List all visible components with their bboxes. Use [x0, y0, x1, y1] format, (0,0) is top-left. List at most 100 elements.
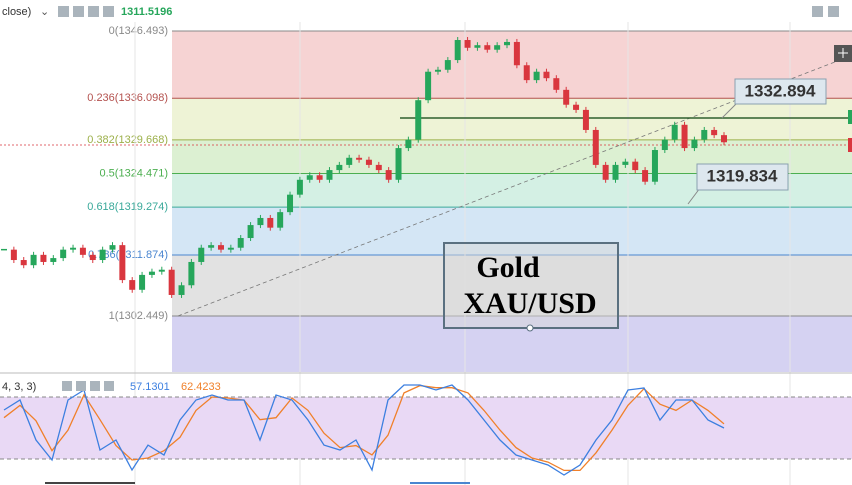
candle — [474, 45, 481, 48]
icon-close[interactable] — [104, 381, 114, 391]
callout-box — [734, 78, 827, 105]
icon-close[interactable] — [103, 6, 114, 17]
candle — [50, 258, 57, 262]
candle — [661, 139, 668, 151]
icon-add[interactable] — [88, 6, 99, 17]
candle — [543, 71, 550, 79]
candle — [464, 40, 471, 48]
icon-settings[interactable] — [76, 381, 86, 391]
candle — [651, 150, 658, 182]
candle — [346, 157, 353, 165]
fib-label: 0.382(1329.668) — [87, 134, 168, 146]
callout-arrow — [687, 187, 701, 205]
candle — [642, 170, 649, 182]
candle — [158, 269, 165, 272]
candle — [99, 249, 106, 261]
fib-label: 0.236(1336.098) — [87, 92, 168, 104]
candle — [711, 129, 718, 136]
candle — [60, 249, 67, 259]
k-value: 57.1301 — [130, 381, 170, 393]
candle — [582, 109, 589, 130]
last-price: 1311.5196 — [121, 6, 172, 18]
candle — [444, 60, 451, 70]
edge-marker — [848, 110, 852, 124]
candle — [237, 238, 244, 248]
candle — [721, 135, 727, 143]
candle — [553, 78, 560, 90]
fib-label: 0.618(1319.274) — [87, 201, 168, 213]
candle — [513, 41, 520, 66]
candle — [592, 129, 599, 165]
candle — [671, 124, 678, 140]
candle — [129, 280, 136, 290]
candle — [306, 175, 313, 180]
candle — [139, 274, 146, 290]
icon-add[interactable] — [90, 381, 100, 391]
candle — [504, 41, 511, 46]
candle — [119, 245, 126, 281]
callout-text: 1319.834 — [707, 166, 778, 185]
candles — [1, 37, 727, 298]
candle — [681, 124, 688, 149]
candle — [434, 69, 441, 72]
series-label: close) — [2, 6, 31, 18]
candle — [701, 129, 708, 140]
subtitle: XAU/USD — [463, 287, 596, 320]
candle — [287, 194, 294, 213]
candle — [691, 139, 698, 149]
indicator — [0, 384, 852, 476]
icon-eye[interactable] — [58, 6, 69, 17]
candle — [612, 164, 619, 180]
candle — [336, 164, 343, 171]
header-bar — [0, 0, 852, 22]
candle — [109, 245, 116, 250]
d-value: 62.4233 — [181, 381, 221, 393]
candle — [30, 254, 37, 266]
fib-label: 1(1302.449) — [109, 310, 168, 322]
candle — [277, 212, 284, 228]
candle — [385, 170, 392, 180]
candle — [148, 271, 155, 275]
trend-line — [177, 59, 841, 317]
candle — [267, 217, 274, 228]
candle — [316, 175, 323, 180]
candle — [622, 161, 629, 165]
candle — [602, 164, 609, 180]
d-values — [3, 384, 725, 472]
candle — [425, 71, 432, 101]
candle — [247, 225, 254, 239]
icon-settings[interactable] — [73, 6, 84, 17]
candle — [632, 161, 639, 171]
candle — [405, 139, 412, 149]
dropdown[interactable]: ⌄ — [40, 6, 49, 18]
fib-label: 0.5(1324.471) — [100, 167, 169, 179]
candle — [365, 159, 372, 165]
k-values — [3, 384, 725, 476]
handle — [526, 324, 534, 332]
fib-label: 0(1346.493) — [109, 25, 168, 37]
candle — [188, 261, 195, 286]
icon-eye[interactable] — [62, 381, 72, 391]
candle — [168, 269, 175, 295]
candle — [533, 71, 540, 81]
candle — [70, 247, 77, 250]
indicator-label: 4, 3, 3) — [2, 381, 36, 393]
candle — [217, 245, 224, 250]
candle — [395, 148, 402, 180]
title: Gold — [476, 251, 540, 284]
icon-down[interactable] — [812, 6, 823, 17]
candle — [563, 89, 570, 105]
candle — [523, 65, 530, 81]
candle — [326, 170, 333, 180]
candle — [20, 260, 27, 266]
candle — [40, 254, 47, 262]
candle — [454, 40, 461, 61]
icon-up[interactable] — [828, 6, 839, 17]
candle — [89, 254, 96, 261]
candle — [178, 285, 185, 295]
candle — [79, 247, 86, 255]
fib-label: 0.786(1311.874) — [88, 249, 168, 261]
candle — [198, 247, 205, 262]
